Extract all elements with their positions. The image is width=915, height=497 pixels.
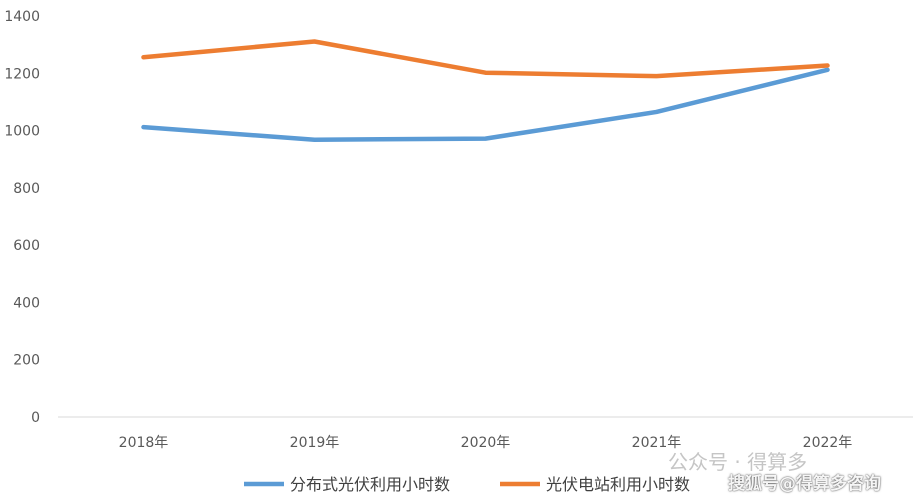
- y-tick-label: 1400: [4, 9, 40, 25]
- y-tick-label: 200: [13, 353, 40, 369]
- wechat-watermark: 公众号 · 得算多: [668, 450, 808, 474]
- y-tick-label: 1000: [4, 124, 40, 140]
- x-tick-label: 2020年: [461, 435, 511, 451]
- x-axis-ticks: 2018年 2019年 2020年 2021年 2022年: [119, 435, 853, 451]
- y-tick-label: 600: [13, 238, 40, 254]
- x-tick-label: 2018年: [119, 435, 169, 451]
- legend-label: 分布式光伏利用小时数: [290, 475, 450, 494]
- x-tick-label: 2021年: [632, 435, 682, 451]
- legend-label: 光伏电站利用小时数: [546, 475, 690, 494]
- y-tick-label: 400: [13, 295, 40, 311]
- legend: 分布式光伏利用小时数 光伏电站利用小时数: [244, 475, 690, 494]
- y-tick-label: 0: [31, 410, 40, 426]
- x-tick-label: 2022年: [803, 435, 853, 451]
- y-tick-label: 1200: [4, 66, 40, 82]
- y-tick-label: 800: [13, 181, 40, 197]
- series-line-1: [141, 39, 830, 79]
- sohu-watermark: 搜狐号@得算多咨询: [728, 474, 881, 494]
- series-line-0: [141, 67, 830, 142]
- x-tick-label: 2019年: [290, 435, 340, 451]
- y-axis-ticks: 0 200 400 600 800 1000 1200 1400: [4, 9, 40, 426]
- series-lines: [141, 39, 830, 142]
